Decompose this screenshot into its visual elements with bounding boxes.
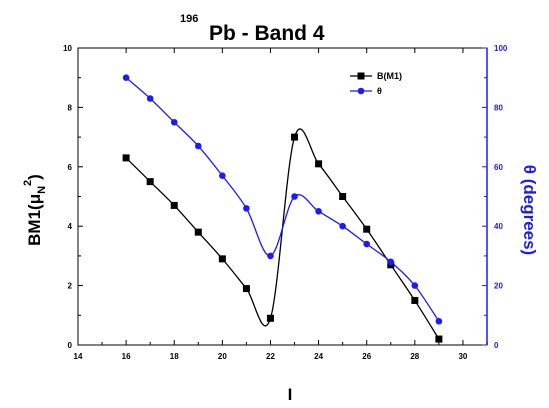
y-left-tick-label: 2 xyxy=(68,282,73,291)
theta-point xyxy=(291,193,298,200)
chart-title: 196 Pb - Band 4 xyxy=(180,13,325,45)
y-left-tick-label: 4 xyxy=(68,222,73,231)
y-right-tick-label: 100 xyxy=(494,44,508,53)
x-axis-ticks: 14 16 18 20 22 24 26 28 30 xyxy=(74,48,488,361)
y-left-tick-label: 0 xyxy=(68,341,73,350)
y-left-label-sup: 2 xyxy=(22,180,34,186)
title-main: Pb - Band 4 xyxy=(209,22,325,45)
legend: B(M1) θ xyxy=(350,71,402,96)
bm1-point xyxy=(122,154,130,162)
bm1-point xyxy=(266,314,274,322)
legend-marker-square xyxy=(357,72,365,80)
theta-point xyxy=(387,258,395,266)
bm1-point xyxy=(218,255,226,263)
y-left-tick-label: 8 xyxy=(68,103,73,112)
bm1-point xyxy=(291,133,299,141)
theta-point xyxy=(411,282,419,289)
legend-label: B(M1) xyxy=(377,71,402,81)
y-left-tick-label: 10 xyxy=(63,44,72,53)
theta-point xyxy=(219,172,226,180)
theta-point xyxy=(194,142,202,150)
bm1-point xyxy=(315,160,323,168)
y-right-axis-label: θ (degrees) xyxy=(520,165,539,255)
title-superscript: 196 xyxy=(180,13,198,25)
series-markers xyxy=(122,74,443,343)
y-left-tick-label: 6 xyxy=(68,163,73,172)
legend-label: θ xyxy=(377,86,382,96)
bm1-point xyxy=(146,178,154,186)
x-axis-label: I xyxy=(288,385,293,404)
bm1-point xyxy=(411,296,419,304)
y-right-tick-label: 40 xyxy=(494,222,503,231)
y-right-tick-label: 0 xyxy=(494,341,499,350)
theta-point xyxy=(339,222,346,230)
y-left-label-close: ) xyxy=(25,174,44,180)
y-right-axis-ticks: 0 20 40 60 80 100 xyxy=(482,44,508,350)
series-line-theta xyxy=(125,77,440,322)
x-tick-label: 14 xyxy=(74,352,83,361)
y-left-axis-ticks: 0 2 4 6 8 10 xyxy=(63,44,83,350)
bm1-point xyxy=(242,285,250,293)
x-tick-label: 20 xyxy=(218,352,227,361)
theta-point xyxy=(315,208,322,215)
y-left-axis-label: BM1(μN2) xyxy=(22,174,48,246)
bm1-point xyxy=(435,335,443,343)
x-tick-label: 18 xyxy=(170,352,179,361)
theta-point xyxy=(146,95,154,102)
theta-point xyxy=(170,118,178,126)
legend-marker-circle xyxy=(357,87,365,95)
y-left-label-sub: N xyxy=(36,186,48,194)
x-tick-label: 28 xyxy=(410,352,419,361)
x-tick-label: 30 xyxy=(458,352,467,361)
x-tick-label: 26 xyxy=(362,352,371,361)
y-left-label-base: BM1(μ xyxy=(25,194,44,246)
theta-point xyxy=(122,74,130,81)
theta-point xyxy=(435,317,443,325)
x-tick-label: 16 xyxy=(122,352,131,361)
theta-point xyxy=(267,252,274,260)
series-line-bm1 xyxy=(125,128,440,340)
bm1-point xyxy=(339,193,347,200)
theta-point xyxy=(243,205,250,212)
bm1-point xyxy=(194,228,202,236)
theta-point xyxy=(363,240,371,248)
y-right-tick-label: 20 xyxy=(494,282,503,291)
x-tick-label: 22 xyxy=(266,352,275,361)
y-right-tick-label: 60 xyxy=(494,163,503,172)
bm1-point xyxy=(363,225,371,233)
bm1-point xyxy=(170,201,178,209)
x-tick-label: 24 xyxy=(314,352,323,361)
y-right-tick-label: 80 xyxy=(494,103,503,112)
